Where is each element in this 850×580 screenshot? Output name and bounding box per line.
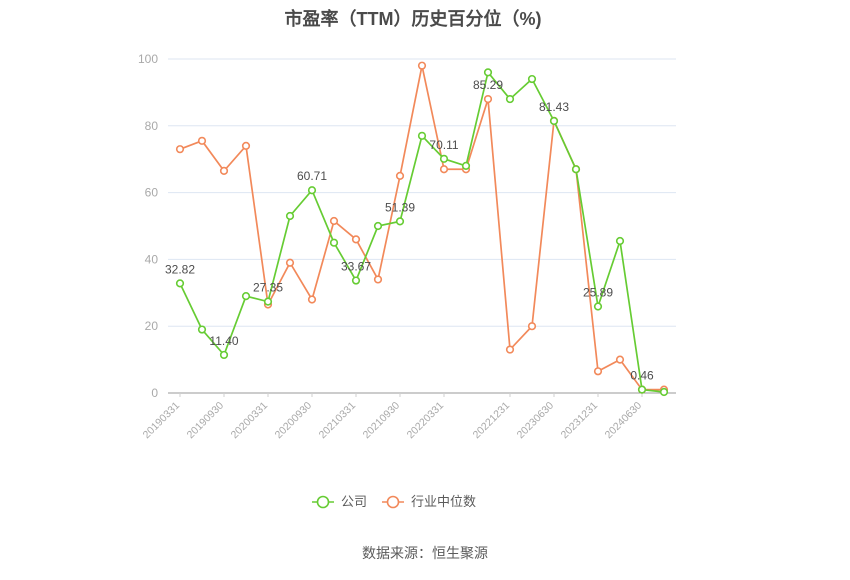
svg-text:20210930: 20210930 — [361, 400, 403, 442]
svg-text:11.40: 11.40 — [209, 334, 238, 348]
svg-text:公司: 公司 — [341, 494, 367, 509]
svg-text:20230630: 20230630 — [515, 400, 557, 442]
svg-text:85.29: 85.29 — [473, 78, 503, 92]
svg-text:20240630: 20240630 — [603, 400, 645, 442]
svg-text:20210331: 20210331 — [317, 400, 359, 442]
svg-text:20190331: 20190331 — [141, 400, 183, 442]
svg-text:20220331: 20220331 — [405, 400, 447, 442]
svg-text:20: 20 — [145, 319, 159, 333]
svg-text:33.67: 33.67 — [341, 260, 371, 274]
svg-text:80: 80 — [145, 119, 159, 133]
svg-text:20190930: 20190930 — [185, 400, 227, 442]
svg-text:20200930: 20200930 — [273, 400, 315, 442]
svg-text:100: 100 — [138, 52, 158, 66]
svg-text:70.11: 70.11 — [429, 138, 458, 152]
svg-text:20231231: 20231231 — [559, 400, 601, 442]
svg-text:20221231: 20221231 — [471, 400, 513, 442]
svg-text:81.43: 81.43 — [539, 100, 569, 114]
svg-text:60: 60 — [145, 186, 159, 200]
svg-text:行业中位数: 行业中位数 — [411, 494, 476, 509]
svg-text:32.82: 32.82 — [165, 262, 195, 276]
svg-text:40: 40 — [145, 252, 159, 266]
svg-text:60.71: 60.71 — [297, 169, 327, 183]
svg-text:27.35: 27.35 — [253, 281, 283, 295]
svg-text:25.89: 25.89 — [583, 286, 613, 300]
svg-text:0.46: 0.46 — [630, 369, 654, 383]
svg-text:0: 0 — [151, 386, 158, 400]
svg-text:51.39: 51.39 — [385, 200, 415, 214]
svg-text:20200331: 20200331 — [229, 400, 271, 442]
